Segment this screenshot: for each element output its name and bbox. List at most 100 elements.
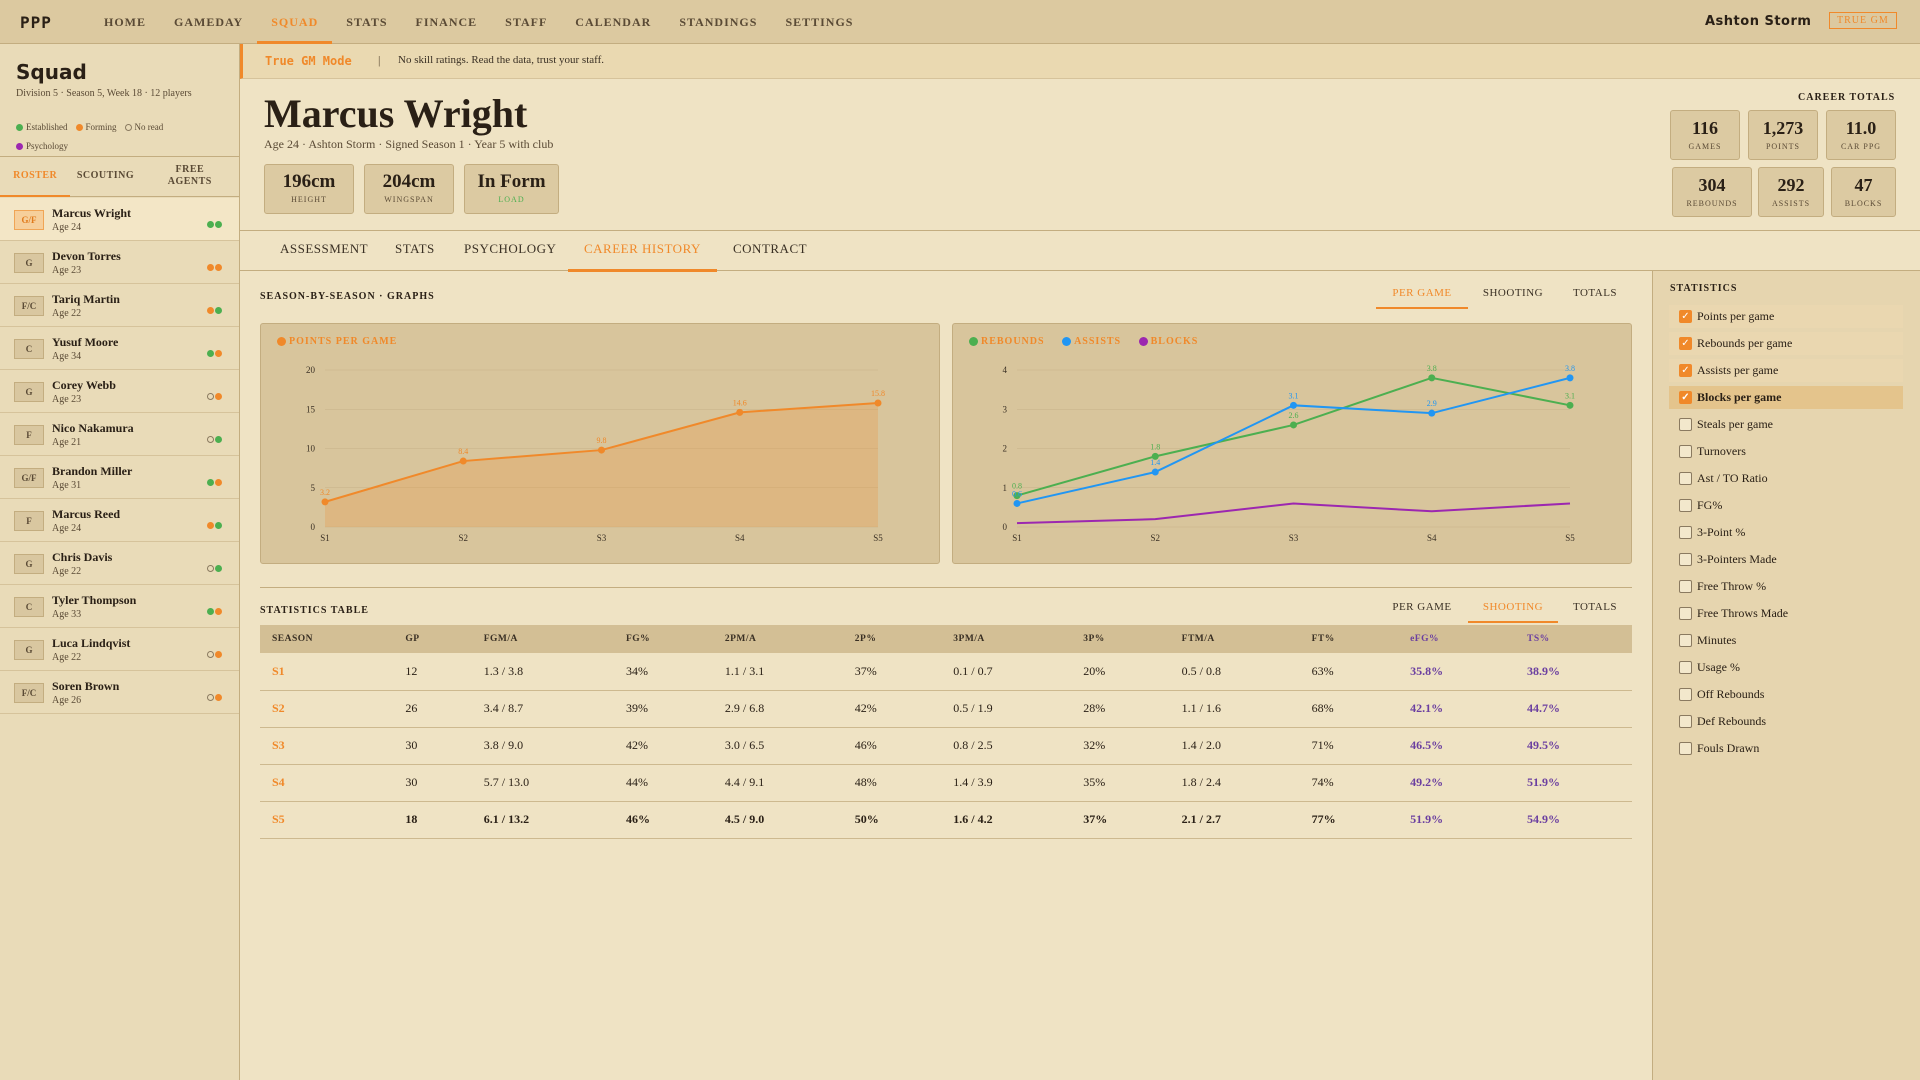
roster-player-item[interactable]: F/C Tariq Martin Age 22 bbox=[0, 284, 239, 327]
table-column-header[interactable]: 3P% bbox=[1071, 625, 1170, 653]
tab-free-agents[interactable]: FREE AGENTS bbox=[167, 164, 212, 187]
statistic-option[interactable]: Steals per game bbox=[1669, 413, 1903, 436]
statistic-option[interactable]: ✓ Assists per game bbox=[1669, 359, 1903, 382]
nav-stats[interactable]: STATS bbox=[346, 15, 388, 29]
graph-view-per-game[interactable]: PER GAME bbox=[1376, 283, 1468, 309]
checkbox-icon[interactable] bbox=[1679, 661, 1692, 674]
table-column-header[interactable]: 2PM/A bbox=[712, 625, 843, 653]
statistic-option[interactable]: 3-Point % bbox=[1669, 521, 1903, 544]
tab-psychology[interactable]: PSYCHOLOGY bbox=[464, 241, 557, 256]
graph-view-shooting[interactable]: SHOOTING bbox=[1482, 287, 1544, 299]
no-read-status-dot-icon bbox=[207, 650, 214, 658]
statistic-option[interactable]: Def Rebounds bbox=[1669, 710, 1903, 733]
tab-assessment[interactable]: ASSESSMENT bbox=[280, 241, 369, 256]
roster-player-age: Age 33 bbox=[52, 609, 82, 620]
checked-checkbox-icon[interactable]: ✓ bbox=[1679, 310, 1692, 323]
tab-contract[interactable]: CONTRACT bbox=[733, 241, 808, 256]
statistic-option[interactable]: Ast / TO Ratio bbox=[1669, 467, 1903, 490]
career-points-box: 1,273 POINTS bbox=[1748, 110, 1818, 160]
checkbox-icon[interactable] bbox=[1679, 553, 1692, 566]
no-read-status-dot-icon bbox=[207, 435, 214, 443]
tab-scouting[interactable]: SCOUTING bbox=[76, 170, 135, 181]
statistic-option[interactable]: ✓ Rebounds per game bbox=[1669, 332, 1903, 355]
roster-player-item[interactable]: F Nico Nakamura Age 21 bbox=[0, 413, 239, 456]
app-logo[interactable]: PPP bbox=[20, 13, 52, 32]
tab-roster[interactable]: ROSTER bbox=[0, 157, 71, 197]
career-games-box: 116 GAMES bbox=[1670, 110, 1740, 160]
table-cell: 63% bbox=[1299, 653, 1399, 691]
roster-player-item[interactable]: G/F Marcus Wright Age 24 bbox=[0, 198, 239, 241]
statistic-option-label: Blocks per game bbox=[1697, 390, 1782, 404]
statistic-option[interactable]: ✓ Points per game bbox=[1669, 305, 1903, 328]
nav-calendar[interactable]: CALENDAR bbox=[575, 15, 652, 29]
player-position-badge: C bbox=[14, 597, 44, 617]
table-column-header[interactable]: SEASON bbox=[260, 625, 394, 653]
graph-view-totals[interactable]: TOTALS bbox=[1572, 287, 1618, 299]
checkbox-icon[interactable] bbox=[1679, 526, 1692, 539]
checkbox-icon[interactable] bbox=[1679, 742, 1692, 755]
checkbox-icon[interactable] bbox=[1679, 418, 1692, 431]
nav-squad[interactable]: SQUAD bbox=[257, 0, 333, 44]
checked-checkbox-icon[interactable]: ✓ bbox=[1679, 337, 1692, 350]
statistics-panel: STATISTICS ✓ Points per game ✓ Rebounds per… bbox=[1652, 271, 1920, 1080]
roster-player-item[interactable]: G Corey Webb Age 23 bbox=[0, 370, 239, 413]
table-column-header[interactable]: 3PM/A bbox=[941, 625, 1072, 653]
table-view-per-game[interactable]: PER GAME bbox=[1392, 601, 1452, 613]
statistic-option[interactable]: Free Throws Made bbox=[1669, 602, 1903, 625]
roster-player-name: Yusuf Moore bbox=[52, 335, 119, 349]
table-column-header[interactable]: GP bbox=[393, 625, 472, 653]
player-position-badge: F bbox=[14, 511, 44, 531]
nav-staff[interactable]: STAFF bbox=[505, 15, 548, 29]
checkbox-icon[interactable] bbox=[1679, 634, 1692, 647]
roster-player-item[interactable]: G/F Brandon Miller Age 31 bbox=[0, 456, 239, 499]
graph-view-tabs: PER GAME SHOOTING TOTALS bbox=[1376, 283, 1632, 309]
statistic-option[interactable]: Minutes bbox=[1669, 629, 1903, 652]
checked-checkbox-icon[interactable]: ✓ bbox=[1679, 391, 1692, 404]
nav-standings[interactable]: STANDINGS bbox=[679, 15, 758, 29]
checkbox-icon[interactable] bbox=[1679, 688, 1692, 701]
table-cell: 77% bbox=[1299, 801, 1399, 839]
nav-finance[interactable]: FINANCE bbox=[415, 15, 478, 29]
table-column-header[interactable]: FT% bbox=[1299, 625, 1399, 653]
statistic-option[interactable]: Turnovers bbox=[1669, 440, 1903, 463]
statistic-option[interactable]: FG% bbox=[1669, 494, 1903, 517]
tab-stats[interactable]: STATS bbox=[395, 241, 435, 256]
statistic-option[interactable]: Usage % bbox=[1669, 656, 1903, 679]
table-cell: 42.1% bbox=[1398, 690, 1515, 728]
checkbox-icon[interactable] bbox=[1679, 445, 1692, 458]
table-view-totals[interactable]: TOTALS bbox=[1572, 601, 1618, 613]
roster-player-item[interactable]: C Yusuf Moore Age 34 bbox=[0, 327, 239, 370]
statistic-option-label: Def Rebounds bbox=[1697, 714, 1766, 728]
statistic-option[interactable]: Fouls Drawn bbox=[1669, 737, 1903, 760]
wingspan-label: WINGSPAN bbox=[384, 195, 434, 204]
roster-player-item[interactable]: F/C Soren Brown Age 26 bbox=[0, 671, 239, 714]
checked-checkbox-icon[interactable]: ✓ bbox=[1679, 364, 1692, 377]
nav-gameday[interactable]: GAMEDAY bbox=[174, 15, 244, 29]
nav-settings[interactable]: SETTINGS bbox=[785, 15, 854, 29]
checkbox-icon[interactable] bbox=[1679, 715, 1692, 728]
table-column-header[interactable]: FTM/A bbox=[1169, 625, 1300, 653]
checkbox-icon[interactable] bbox=[1679, 472, 1692, 485]
roster-player-item[interactable]: G Luca Lindqvist Age 22 bbox=[0, 628, 239, 671]
table-column-header[interactable]: FGM/A bbox=[471, 625, 614, 653]
y-tick-label: 4 bbox=[1003, 365, 1008, 375]
table-view-shooting[interactable]: SHOOTING bbox=[1468, 597, 1558, 623]
table-column-header[interactable]: eFG% bbox=[1398, 625, 1515, 653]
roster-player-item[interactable]: G Chris Davis Age 22 bbox=[0, 542, 239, 585]
nav-home[interactable]: HOME bbox=[104, 15, 146, 29]
table-column-header[interactable]: 2P% bbox=[842, 625, 942, 653]
checkbox-icon[interactable] bbox=[1679, 580, 1692, 593]
roster-player-item[interactable]: C Tyler Thompson Age 33 bbox=[0, 585, 239, 628]
statistic-option[interactable]: 3-Pointers Made bbox=[1669, 548, 1903, 571]
table-column-header[interactable]: FG% bbox=[613, 625, 713, 653]
statistic-option[interactable]: Off Rebounds bbox=[1669, 683, 1903, 706]
statistic-option[interactable]: ✓ Blocks per game bbox=[1669, 386, 1903, 409]
checkbox-icon[interactable] bbox=[1679, 607, 1692, 620]
tab-career-history[interactable]: CAREER HISTORY bbox=[568, 231, 717, 272]
roster-player-item[interactable]: G Devon Torres Age 23 bbox=[0, 241, 239, 284]
roster-player-item[interactable]: F Marcus Reed Age 24 bbox=[0, 499, 239, 542]
checkbox-icon[interactable] bbox=[1679, 499, 1692, 512]
statistic-option[interactable]: Free Throw % bbox=[1669, 575, 1903, 598]
table-column-header[interactable]: TS% bbox=[1515, 625, 1632, 653]
graphs-section-title: SEASON-BY-SEASON · GRAPHS bbox=[260, 291, 435, 302]
